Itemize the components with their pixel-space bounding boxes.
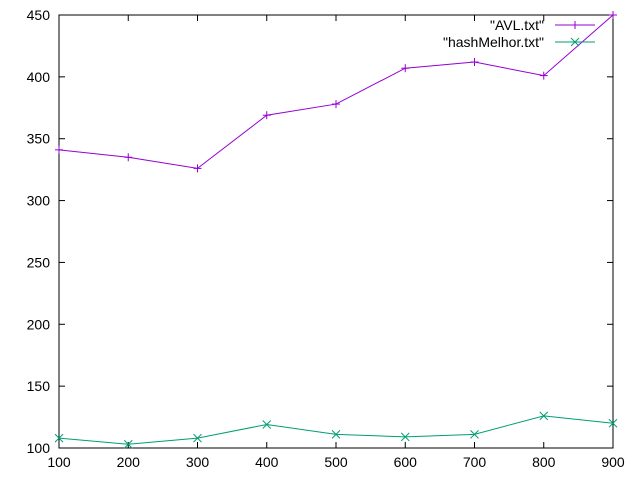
x-tick-label: 600 [394, 454, 418, 470]
data-point-marker [470, 430, 479, 439]
data-point-marker [608, 418, 618, 428]
x-tick-label: 400 [255, 454, 279, 470]
x-tick-label: 800 [532, 454, 556, 470]
y-tick-label: 200 [27, 316, 51, 332]
series-line [58, 415, 614, 445]
y-tick-label: 100 [27, 440, 51, 456]
x-tick-label: 900 [601, 454, 625, 470]
legend-marker [570, 37, 580, 47]
data-point-marker [331, 430, 341, 439]
series-2 [54, 411, 618, 449]
series-1 [55, 11, 617, 173]
data-point-marker [539, 411, 549, 421]
legend: "AVL.txt""hashMelhor.txt" [443, 17, 595, 50]
x-tick-label: 100 [47, 454, 71, 470]
x-tick-label: 700 [463, 454, 487, 470]
data-point-marker [54, 433, 64, 443]
data-point-marker [400, 432, 410, 442]
legend-label: "hashMelhor.txt" [443, 34, 544, 50]
y-tick-label: 350 [27, 131, 51, 147]
x-tick-label: 200 [117, 454, 141, 470]
plot-border [58, 14, 614, 449]
data-point-marker [262, 420, 272, 429]
y-tick-label: 450 [27, 7, 51, 23]
data-point-marker [123, 439, 133, 449]
data-point-marker [193, 433, 202, 443]
axes: 100 200 300 400 500 600 700 800 900 100 150 200 250 3… [27, 7, 625, 470]
legend-label: "AVL.txt" [490, 17, 544, 33]
y-tick-label: 250 [27, 254, 51, 270]
x-tick-label: 500 [324, 454, 348, 470]
y-tick-label: 150 [27, 378, 51, 394]
x-tick-label: 300 [186, 454, 210, 470]
series-layer [54, 11, 618, 449]
y-tick-label: 300 [27, 193, 51, 209]
y-tick-label: 400 [27, 69, 51, 85]
